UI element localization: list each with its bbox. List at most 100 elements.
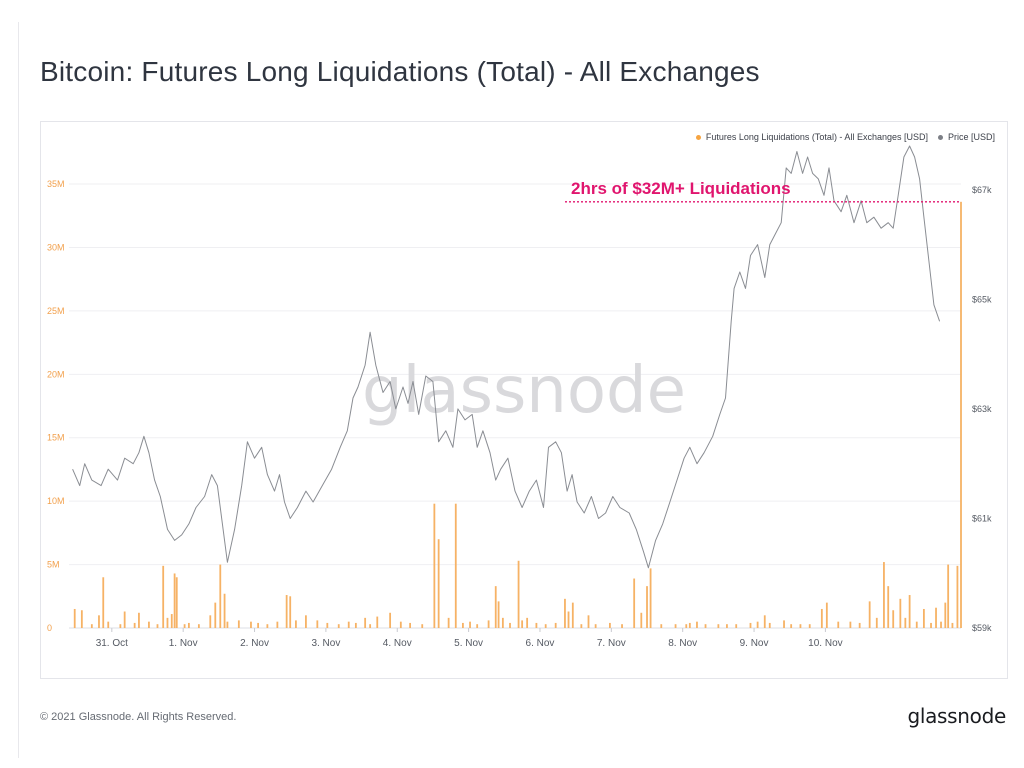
liquidation-bar	[226, 621, 229, 628]
liquidation-bar	[526, 617, 529, 628]
legend-item-price[interactable]: Price [USD]	[937, 132, 995, 142]
liquidation-bar	[257, 622, 260, 628]
liquidation-bar	[580, 624, 583, 628]
liquidation-bar	[849, 621, 852, 628]
liquidation-bar	[119, 624, 122, 628]
liquidation-bars	[73, 201, 962, 628]
liquidation-bar	[494, 586, 497, 628]
liquidation-bar	[535, 622, 538, 628]
y-left-tick-label: 30M	[47, 242, 65, 252]
liquidation-bar	[437, 539, 440, 628]
liquidation-bar	[944, 602, 947, 628]
liquidation-bar	[107, 621, 110, 628]
liquidation-bar	[633, 578, 636, 628]
page-title: Bitcoin: Futures Long Liquidations (Tota…	[40, 56, 760, 87]
footer-logo[interactable]: glassnode	[907, 704, 1006, 728]
liquidation-bar	[123, 611, 126, 628]
liquidation-bar	[904, 617, 907, 628]
y-right-tick-label: $59k	[972, 623, 992, 633]
liquidation-bar	[454, 503, 457, 628]
grid-lines	[69, 183, 961, 629]
liquidation-bar	[462, 622, 464, 628]
liquidation-bar	[935, 607, 937, 628]
y-axis-left-ticks: 0 5M 10M 15M 20M 25M 30M 35M	[47, 179, 65, 633]
liquidation-bar	[892, 610, 895, 628]
liquidation-bar	[621, 624, 623, 628]
liquidation-bar	[594, 624, 597, 628]
watermark-text: glassnode	[362, 354, 686, 428]
liquidation-bar	[399, 621, 402, 628]
liquidation-bar	[704, 624, 707, 628]
legend-dot-price	[937, 134, 943, 140]
liquidation-bar	[908, 595, 911, 628]
liquidation-bar	[80, 610, 83, 628]
liquidation-bar	[90, 624, 93, 628]
y-left-tick-label: 25M	[47, 306, 65, 316]
liquidation-bar	[685, 624, 688, 628]
liquidation-bar	[544, 624, 547, 628]
liquidation-bar	[564, 598, 566, 628]
liquidation-bar	[166, 617, 169, 628]
liquidation-bar	[433, 503, 436, 628]
liquidation-bar	[376, 616, 379, 628]
liquidation-bar	[887, 586, 890, 628]
liquidation-bar	[421, 624, 424, 628]
liquidation-bar	[646, 586, 648, 628]
liquidation-bar	[749, 622, 752, 628]
liquidation-bar	[316, 620, 319, 628]
liquidation-bar	[364, 617, 367, 628]
liquidation-bar	[735, 624, 738, 628]
x-tick-label: 7. Nov	[597, 638, 626, 649]
liquidation-bar	[837, 621, 840, 628]
liquidation-bar	[133, 622, 136, 628]
liquidation-bar	[173, 573, 176, 628]
liquidation-bar	[337, 624, 340, 628]
x-tick-label: 2. Nov	[240, 638, 269, 649]
liquidation-bar	[825, 602, 828, 628]
legend-label-price: Price [USD]	[947, 132, 995, 142]
y-right-tick-label: $67k	[972, 185, 992, 195]
liquidation-bar	[567, 611, 570, 628]
y-left-tick-label: 0	[47, 623, 52, 633]
liquidation-bar	[170, 614, 173, 628]
liquidation-bar	[223, 593, 226, 628]
liquidation-bar	[883, 562, 885, 628]
liquidation-bar	[808, 624, 811, 628]
liquidation-bar	[98, 615, 100, 628]
liquidation-bar	[696, 621, 698, 628]
liquidation-bar	[447, 617, 450, 628]
x-tick-label: 8. Nov	[668, 638, 697, 649]
liquidation-bar	[640, 612, 643, 628]
y-right-tick-label: $63k	[972, 404, 992, 414]
x-tick-label: 10. Nov	[808, 638, 842, 649]
y-left-tick-label: 15M	[47, 433, 65, 443]
y-right-tick-label: $61k	[972, 513, 992, 523]
liquidation-bar	[237, 620, 240, 628]
liquidation-bar	[219, 564, 222, 628]
liquidation-bar	[858, 622, 861, 628]
x-tick-label: 4. Nov	[383, 638, 412, 649]
liquidation-bar	[649, 568, 652, 628]
chart-card: glassnode 2hrs of $32M+ Liquidations 0 5M…	[40, 121, 1008, 679]
x-tick-label: 6. Nov	[526, 638, 555, 649]
chart-legend: Futures Long Liquidations (Total) - All …	[695, 132, 995, 142]
legend-dot-liquidations	[695, 134, 701, 140]
liquidation-bar	[763, 615, 766, 628]
liquidation-bar	[305, 615, 307, 628]
liquidation-bar	[409, 622, 412, 628]
legend-item-liquidations[interactable]: Futures Long Liquidations (Total) - All …	[695, 132, 928, 142]
liquidation-bar	[197, 624, 200, 628]
liquidation-bar	[717, 624, 720, 628]
annotation: 2hrs of $32M+ Liquidations	[565, 179, 961, 203]
liquidation-bar	[285, 595, 288, 628]
liquidation-bar	[960, 201, 962, 628]
liquidation-bar	[956, 565, 959, 628]
liquidation-bar	[501, 617, 504, 628]
liquidation-bar	[756, 621, 759, 628]
liquidation-bar	[266, 624, 269, 628]
liquidation-bar	[497, 601, 500, 628]
y-left-tick-label: 10M	[47, 496, 65, 506]
liquidation-bar	[930, 622, 932, 628]
liquidation-bar	[609, 622, 611, 628]
liquidation-bar	[521, 620, 524, 628]
